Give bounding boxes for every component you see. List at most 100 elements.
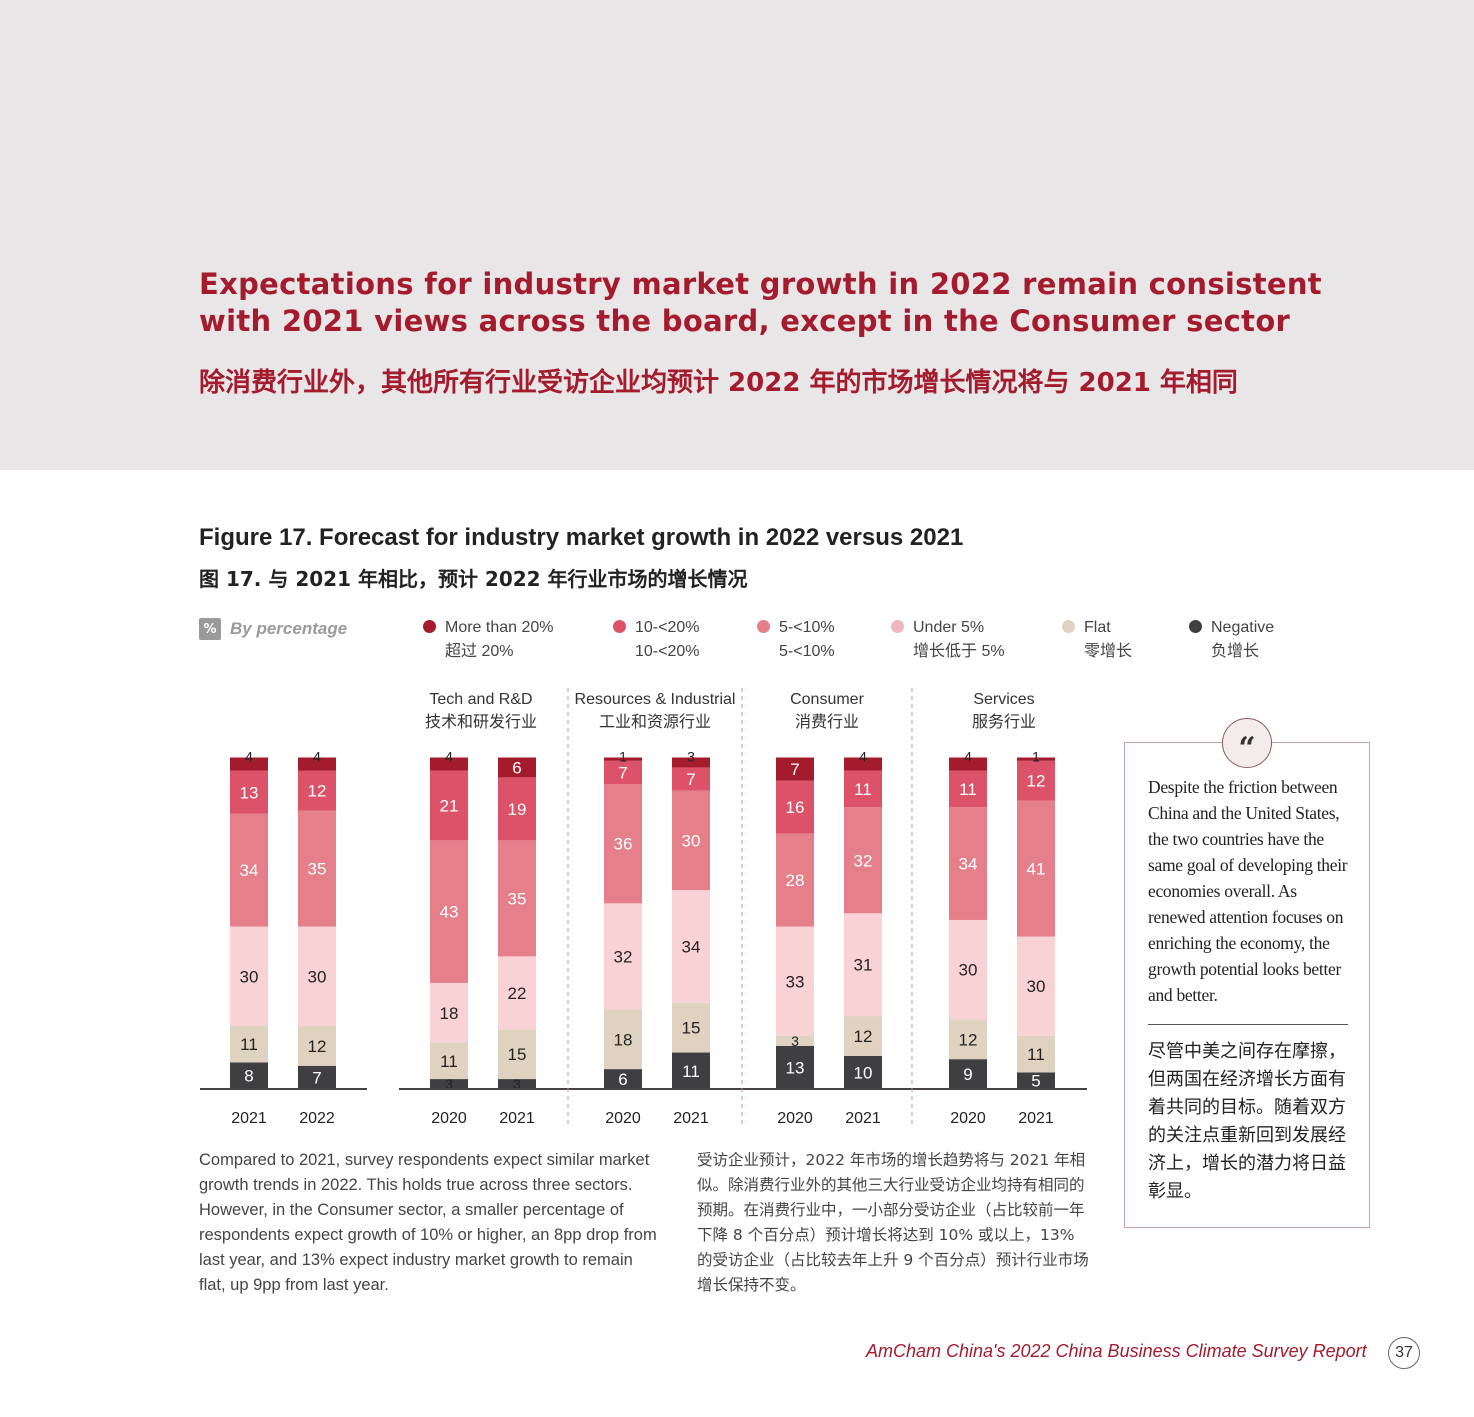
page-number: 37 bbox=[1388, 1337, 1420, 1369]
bar-segment-negative bbox=[1017, 1072, 1055, 1089]
data-label: 41 bbox=[1027, 860, 1046, 879]
bar-segment-more-than-20 bbox=[498, 757, 536, 778]
bar-segment-more-than-20 bbox=[604, 757, 642, 761]
bar-segment-under-5 bbox=[776, 926, 814, 1036]
legend-dot bbox=[423, 620, 436, 633]
bar-segment-flat bbox=[949, 1019, 987, 1060]
data-label: 4 bbox=[859, 749, 867, 765]
bar-segment-negative bbox=[498, 1079, 536, 1089]
legend-dot bbox=[1062, 620, 1075, 633]
data-label: 10 bbox=[854, 1063, 873, 1082]
data-label: 11 bbox=[1027, 1045, 1045, 1064]
data-label: 3 bbox=[445, 1076, 453, 1092]
quote-text-en: Despite the friction between China and t… bbox=[1148, 777, 1348, 1005]
data-label: 5 bbox=[1031, 1072, 1040, 1091]
data-label: 28 bbox=[786, 871, 805, 890]
data-label: 16 bbox=[786, 798, 805, 817]
bar-segment-10-20 bbox=[230, 770, 268, 814]
x-tick-label: 2020 bbox=[605, 1110, 641, 1127]
data-label: 4 bbox=[313, 749, 321, 765]
legend-dot bbox=[757, 620, 770, 633]
x-tick-label: 2021 bbox=[673, 1110, 709, 1127]
x-tick-label: 2020 bbox=[431, 1110, 467, 1127]
bar-segment-under-5 bbox=[430, 982, 468, 1043]
legend-label-en: More than 20% bbox=[445, 619, 554, 636]
figure-title-zh: 图 17. 与 2021 年相比，预计 2022 年行业市场的增长情况 bbox=[199, 567, 748, 591]
bar-segment-flat bbox=[672, 1002, 710, 1053]
data-label: 3 bbox=[687, 749, 695, 765]
body-text-zh: 受访企业预计，2022 年市场的增长趋势将与 2021 年相似。除消费行业外的其… bbox=[697, 1151, 1089, 1294]
bar-segment-under-5 bbox=[498, 956, 536, 1030]
data-label: 43 bbox=[440, 903, 459, 922]
bar-segment-5-10 bbox=[949, 807, 987, 920]
bar-segment-5-10 bbox=[230, 813, 268, 927]
data-label: 30 bbox=[682, 831, 701, 850]
data-label: 34 bbox=[959, 855, 978, 874]
data-label: 4 bbox=[245, 749, 253, 765]
legend-label-zh: 负增长 bbox=[1211, 643, 1260, 660]
bar-segment-10-20 bbox=[298, 770, 336, 811]
page-title: Expectations for industry market growth … bbox=[199, 267, 1322, 338]
percent-icon: % bbox=[199, 618, 221, 640]
data-label: 32 bbox=[854, 851, 873, 870]
bar-segment-flat bbox=[776, 1035, 814, 1046]
data-label: 4 bbox=[445, 749, 453, 765]
bar-segment-more-than-20 bbox=[430, 757, 468, 771]
data-label: 11 bbox=[854, 780, 872, 799]
bar-segment-more-than-20 bbox=[298, 757, 336, 771]
bar-segment-10-20 bbox=[776, 780, 814, 834]
data-label: 9 bbox=[963, 1065, 972, 1084]
data-label: 7 bbox=[686, 770, 695, 789]
data-label: 33 bbox=[786, 972, 805, 991]
bar-segment-5-10 bbox=[844, 807, 882, 914]
group-label-zh: 消费行业 bbox=[795, 713, 859, 731]
data-label: 11 bbox=[440, 1052, 458, 1071]
legend-label-en: Flat bbox=[1084, 619, 1111, 636]
data-label: 12 bbox=[308, 1037, 327, 1056]
data-label: 12 bbox=[308, 782, 327, 801]
data-label: 15 bbox=[508, 1045, 527, 1064]
legend-dot bbox=[891, 620, 904, 633]
unit-indicator: % By percentage bbox=[199, 618, 347, 640]
data-label: 12 bbox=[1027, 772, 1046, 791]
bar-segment-under-5 bbox=[1017, 936, 1055, 1036]
data-label: 12 bbox=[854, 1027, 873, 1046]
data-label: 6 bbox=[618, 1070, 627, 1089]
figure-title: Figure 17. Forecast for industry market … bbox=[199, 524, 964, 551]
bar-segment-more-than-20 bbox=[672, 757, 710, 768]
bar-segment-flat bbox=[430, 1042, 468, 1080]
data-label: 13 bbox=[240, 783, 259, 802]
bar-segment-under-5 bbox=[604, 903, 642, 1010]
x-tick-label: 2020 bbox=[777, 1110, 813, 1127]
bar-segment-negative bbox=[604, 1069, 642, 1089]
bar-segment-5-10 bbox=[776, 833, 814, 927]
bar-segment-under-5 bbox=[298, 926, 336, 1027]
bar-segment-10-20 bbox=[430, 770, 468, 841]
group-label: Tech and R&D bbox=[429, 691, 532, 708]
data-label: 30 bbox=[1027, 977, 1046, 996]
data-label: 1 bbox=[619, 749, 627, 765]
legend-label-zh: 5-<10% bbox=[779, 643, 835, 660]
legend-label-en: 5-<10% bbox=[779, 619, 835, 636]
data-label: 31 bbox=[854, 956, 873, 975]
x-tick-label: 2021 bbox=[845, 1110, 881, 1127]
data-label: 35 bbox=[508, 889, 527, 908]
group-label-zh: 工业和资源行业 bbox=[599, 713, 711, 731]
quote-divider bbox=[1148, 1024, 1348, 1025]
data-label: 1 bbox=[1032, 749, 1040, 765]
data-label: 15 bbox=[682, 1019, 701, 1038]
group-label-zh: 服务行业 bbox=[972, 713, 1036, 731]
data-label: 8 bbox=[244, 1067, 253, 1086]
data-label: 7 bbox=[790, 760, 799, 779]
page-title-zh: 除消费行业外，其他所有行业受访企业均预计 2022 年的市场增长情况将与 202… bbox=[199, 368, 1238, 398]
x-tick-label: 2021 bbox=[231, 1110, 267, 1127]
bar-segment-negative bbox=[844, 1055, 882, 1089]
data-label: 4 bbox=[964, 749, 972, 765]
bar-segment-10-20 bbox=[604, 760, 642, 785]
data-label: 18 bbox=[440, 1004, 459, 1023]
data-label: 18 bbox=[614, 1030, 633, 1049]
unit-label: By percentage bbox=[230, 619, 348, 638]
bar-segment-10-20 bbox=[1017, 760, 1055, 801]
bar-segment-10-20 bbox=[498, 777, 536, 841]
bar-segment-5-10 bbox=[1017, 800, 1055, 937]
